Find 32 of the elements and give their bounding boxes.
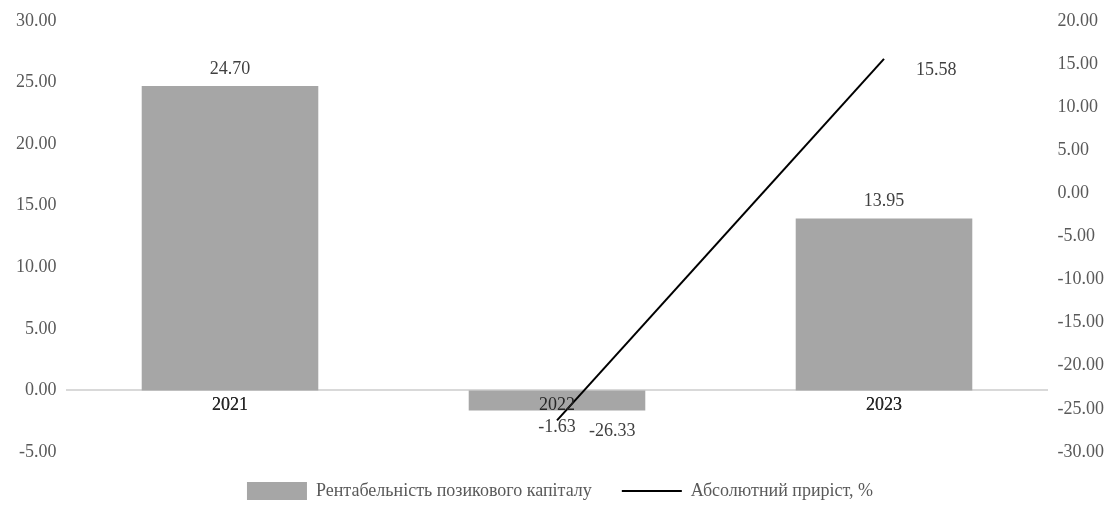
y-tick-label: 0.00 xyxy=(25,379,57,400)
bar xyxy=(141,86,319,391)
x-tick-label: 2023 xyxy=(866,393,902,414)
y2-tick-label: 10.00 xyxy=(1057,95,1099,116)
y2-tick-label: -20.00 xyxy=(1057,354,1105,375)
y2-tick-label: 20.00 xyxy=(1057,9,1099,30)
y-tick-label: 30.00 xyxy=(16,9,57,30)
y2-tick-label: 0.00 xyxy=(1057,182,1090,203)
y-tick-label: 20.00 xyxy=(16,132,57,153)
y-tick-label: 10.00 xyxy=(16,255,57,276)
y2-tick-label: -5.00 xyxy=(1057,225,1096,246)
y-tick-label: 15.00 xyxy=(16,194,57,215)
legend-label: Абсолютний приріст, % xyxy=(690,479,874,500)
bar xyxy=(795,218,973,391)
data-label: 13.95 xyxy=(863,190,905,211)
y2-tick-label: -25.00 xyxy=(1057,397,1105,418)
y-tick-label: 5.00 xyxy=(25,317,57,338)
y-tick-label: 25.00 xyxy=(16,71,57,92)
y2-tick-label: -30.00 xyxy=(1057,440,1105,461)
x-tick-label: 2022 xyxy=(539,393,575,414)
y-tick-label: -5.00 xyxy=(19,440,57,461)
data-label: 15.58 xyxy=(916,58,957,79)
y2-tick-label: 5.00 xyxy=(1057,138,1090,159)
bar xyxy=(468,390,646,411)
y2-tick-label: -15.00 xyxy=(1057,311,1105,332)
data-label: -26.33 xyxy=(589,420,636,441)
x-tick-label: 2021 xyxy=(212,393,248,414)
legend-label: Рентабельність позикового капіталу xyxy=(315,479,592,500)
data-label: 24.70 xyxy=(209,57,251,78)
data-label: -1.63 xyxy=(538,416,576,437)
y2-tick-label: -10.00 xyxy=(1057,268,1105,289)
y2-tick-label: 15.00 xyxy=(1057,52,1099,73)
